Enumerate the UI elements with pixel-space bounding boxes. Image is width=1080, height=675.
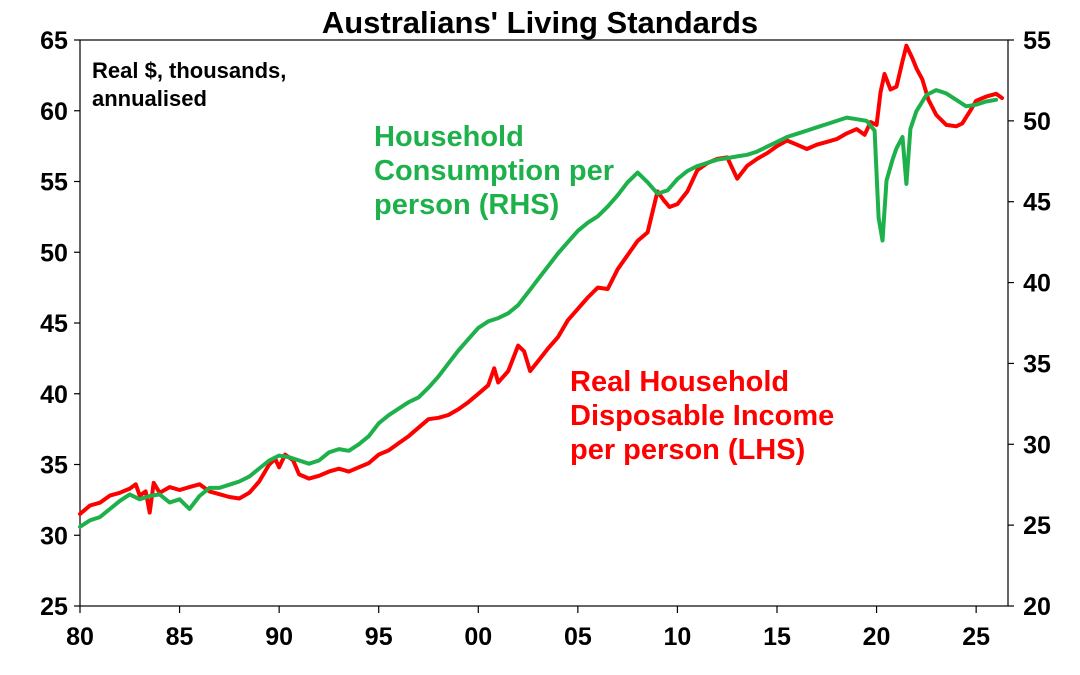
right-axis-tick-label: 25 — [1023, 512, 1051, 540]
right-axis-tick-label: 20 — [1023, 593, 1051, 621]
right-axis-tick-label: 50 — [1023, 108, 1051, 136]
left-axis-tick-label: 60 — [40, 98, 68, 126]
consumption-label-line-2: Consumption per — [374, 155, 614, 187]
right-axis-tick-label: 35 — [1023, 350, 1051, 378]
left-axis-tick-label: 50 — [40, 239, 68, 267]
unit-note: Real $, thousands, annualised — [92, 58, 293, 111]
x-axis-tick-label: 15 — [763, 623, 791, 651]
left-axis-tick-label: 45 — [40, 310, 68, 338]
consumption-series-line — [78, 88, 999, 529]
consumption-label-line-1: Household — [374, 121, 524, 153]
unit-note-line-1: Real $, thousands, — [92, 58, 286, 83]
consumption-label-line-3: person (RHS) — [374, 189, 559, 221]
income-label-line-3: per person (LHS) — [570, 434, 805, 466]
left-axis-tick-label: 30 — [40, 522, 68, 550]
series-lines — [78, 43, 1004, 529]
x-axis-tick-label: 90 — [265, 623, 293, 651]
x-axis-tick-label: 80 — [66, 623, 94, 651]
left-axis-tick-label: 40 — [40, 381, 68, 409]
right-axis-tick-label: 45 — [1023, 189, 1051, 217]
right-axis-tick-label: 40 — [1023, 270, 1051, 298]
income-label-line-2: Disposable Income — [570, 400, 834, 432]
x-axis-tick-label: 05 — [564, 623, 592, 651]
income-series-label: Real Household Disposable Income per per… — [570, 366, 842, 466]
x-axis-tick-label: 00 — [464, 623, 492, 651]
x-axis-tick-label: 10 — [664, 623, 692, 651]
right-axis-tick-label: 30 — [1023, 431, 1051, 459]
left-axis-tick-label: 65 — [40, 27, 68, 55]
left-axis-tick-label: 55 — [40, 169, 68, 197]
x-axis-tick-label: 20 — [863, 623, 891, 651]
unit-note-line-2: annualised — [92, 86, 207, 111]
x-axis-tick-label: 25 — [962, 623, 990, 651]
income-series-line — [78, 43, 1004, 516]
income-label-line-1: Real Household — [570, 366, 789, 398]
chart-title: Australians' Living Standards — [322, 5, 758, 40]
left-axis-tick-label: 35 — [40, 452, 68, 480]
axis-ticks: 25 30 35 40 45 50 55 60 65 20 25 30 35 40 45 50 55 80 85 90… — [40, 27, 1051, 651]
right-axis-tick-label: 55 — [1023, 27, 1051, 55]
x-axis-tick-label: 95 — [365, 623, 393, 651]
consumption-series-label: Household Consumption per person (RHS) — [374, 121, 622, 221]
x-axis-tick-label: 85 — [166, 623, 194, 651]
left-axis-tick-label: 25 — [40, 593, 68, 621]
